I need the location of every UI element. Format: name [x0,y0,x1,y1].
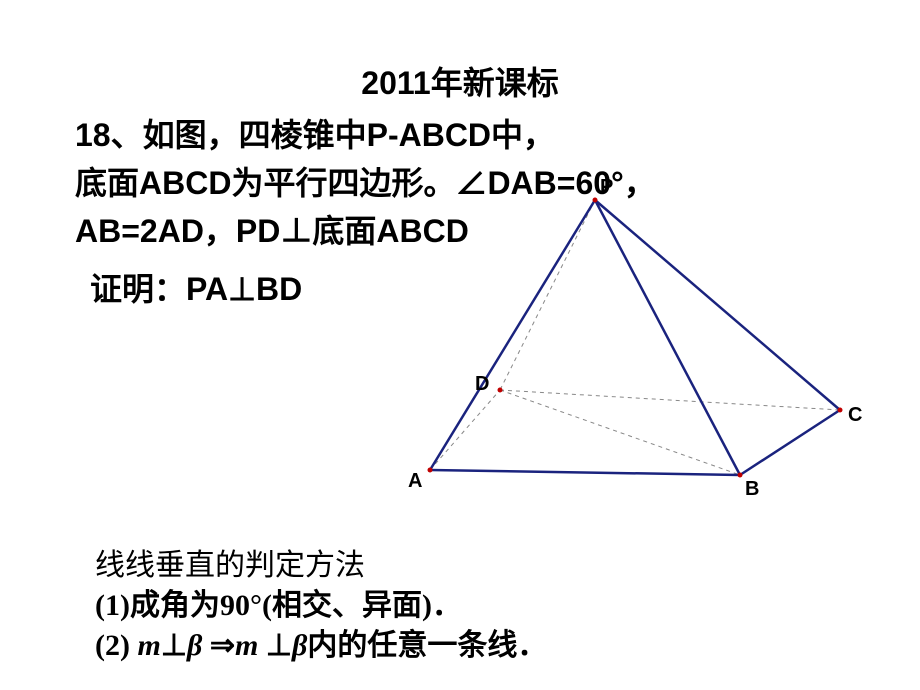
method-item-1: (1)成角为90°(相交、异面)． [95,580,462,624]
vertex-label-a: A [408,470,422,493]
vertex-dot-p [593,198,598,203]
problem-line-1: 18、如图，四棱锥中P-ABCD中， [75,110,555,156]
m2-perp2: ⊥ [266,629,292,662]
m2-perp1: ⊥ [161,629,187,662]
m2-suffix: 内的任意一条线． [307,629,547,662]
vertex-dot-d [498,388,503,393]
m2-beta1: β [187,629,202,662]
vertex-dot-c [838,408,843,413]
pyramid-diagram: PDABC [400,190,890,520]
method-item-2: (2) m⊥β ⇒m ⊥β内的任意一条线． [95,620,547,664]
m2-m1: m [137,629,160,662]
vertex-dot-a [428,468,433,473]
pyramid-svg [400,190,890,520]
m2-m2: m [235,629,266,662]
page-title: 2011年新课标 [0,58,920,104]
m2-arrow: ⇒ [202,629,235,662]
vertex-dot-b [738,473,743,478]
vertex-label-p: P [600,176,613,199]
method-heading: 线线垂直的判定方法 [95,540,365,584]
vertex-label-b: B [745,478,759,501]
m2-prefix: (2) [95,629,137,662]
vertex-label-c: C [848,404,862,427]
proof-statement: 证明：PA⊥BD [90,264,302,310]
vertex-label-d: D [475,373,489,396]
m2-beta2: β [292,629,307,662]
